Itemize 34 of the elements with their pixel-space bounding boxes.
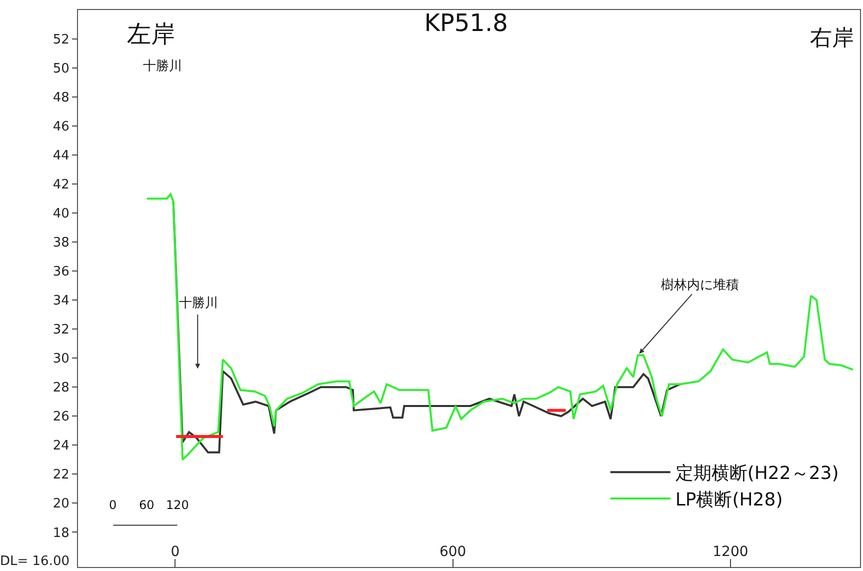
annotation: 120 [166,498,189,512]
annotation: 右岸 [810,26,854,51]
y-tick-label: 20 [52,496,70,512]
y-tick-label: 34 [52,294,70,309]
line-series [146,193,854,461]
y-tick-label: 26 [52,410,70,425]
annotation: 左岸 [127,20,175,48]
y-tick-label: 36 [52,264,70,280]
y-tick-label: 50 [52,62,70,77]
annotation: 十勝川 [179,296,218,311]
annotation: 0 [109,498,117,512]
y-tick-label: 24 [52,438,70,454]
y-tick-label: 38 [52,236,70,251]
annotation: 樹林内に堆積 [661,278,739,293]
annotation: 十勝川 [143,59,182,74]
chart-title: KP51.8 [424,9,508,38]
y-tick-label: 32 [52,322,70,338]
legend-label: 定期横断(H22～23) [675,463,839,484]
x-tick-label: 1200 [712,544,748,560]
y-tick-label: 18 [52,526,70,541]
y-tick-label: 30 [52,352,70,367]
y-tick-label: 40 [52,206,70,222]
annotation: 60 [139,498,154,512]
legend-label: LP横断(H28) [675,489,783,510]
y-tick-label: 52 [52,32,70,48]
x-tick-label: 600 [439,544,466,560]
x-tick-label: 0 [170,544,180,560]
y-tick-label: 22 [52,468,70,483]
y-tick-label: 48 [52,90,70,106]
y-tick-label: 46 [52,120,70,135]
y-tick-label: 44 [52,148,70,164]
y-tick-label: 42 [52,178,70,193]
y-tick-label: DL= 16.00 [0,554,70,569]
y-tick-label: 28 [52,380,70,396]
